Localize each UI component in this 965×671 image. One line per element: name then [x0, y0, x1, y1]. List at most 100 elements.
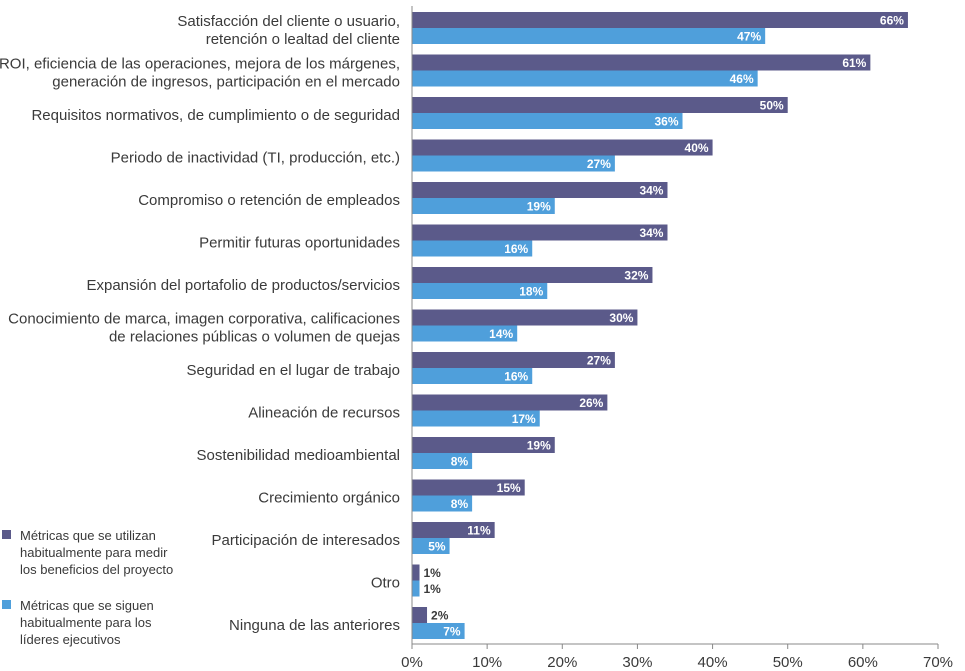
bar [412, 198, 555, 214]
bar [412, 623, 465, 639]
bar [412, 564, 420, 581]
category-label-line: generación de ingresos, participación en… [52, 74, 400, 91]
bar [412, 240, 533, 257]
bar [412, 155, 615, 172]
category-label-line: Crecimiento orgánico [258, 490, 400, 507]
data-label: 66% [880, 14, 904, 28]
data-label: 40% [685, 141, 709, 155]
bar [412, 352, 615, 368]
category-label-line: retención o lealtad del cliente [206, 31, 400, 48]
bar [412, 453, 473, 469]
data-label: 15% [497, 481, 521, 495]
legend-label-line: líderes ejecutivos [20, 632, 121, 647]
bar [412, 607, 428, 623]
category-label-line: ROI, eficiencia de las operaciones, mejo… [0, 56, 400, 73]
legend-swatch [2, 600, 11, 609]
data-label: 47% [737, 30, 761, 44]
bars-group: 66% 47% 61% 46% 50% 36% 40% 27% 34% 19% 34% 16% 32% 1… [412, 12, 908, 639]
x-axis: 0% 10% 20% 30% 40% 50% 60% 70% [401, 6, 953, 671]
data-label: 36% [654, 115, 678, 129]
x-tick-label: 70% [923, 654, 953, 671]
bar [412, 12, 908, 28]
legend-label-line: habitualmente para los [20, 615, 152, 630]
category-label: Participación de interesados [212, 532, 400, 549]
data-label: 8% [451, 497, 469, 511]
data-label: 32% [624, 269, 648, 283]
legend-label-line: Métricas que se siguen [20, 598, 154, 613]
bar [412, 182, 668, 198]
bar [412, 97, 788, 113]
category-label-line: Expansión del portafolio de productos/se… [86, 277, 400, 294]
category-label-line: Compromiso o retención de empleados [138, 192, 400, 209]
bar [412, 580, 420, 597]
category-label-line: Participación de interesados [212, 532, 400, 549]
bar [412, 410, 540, 427]
category-label-line: Otro [371, 575, 400, 592]
data-label: 8% [451, 455, 469, 469]
data-label: 50% [760, 99, 784, 113]
category-label: Compromiso o retención de empleados [138, 192, 400, 209]
data-label: 46% [730, 72, 754, 86]
data-label: 30% [609, 311, 633, 325]
data-label: 14% [489, 327, 513, 341]
data-label: 19% [527, 439, 551, 453]
data-label: 34% [639, 226, 663, 240]
data-label: 34% [639, 184, 663, 198]
bar [412, 325, 518, 342]
category-label-line: de relaciones públicas o volumen de quej… [109, 329, 400, 346]
data-label: 1% [424, 566, 442, 580]
bar [412, 113, 683, 129]
data-label: 11% [467, 524, 491, 538]
legend-label: Métricas que se utilizan habitualmente pa… [20, 528, 173, 577]
category-label-line: Requisitos normativos, de cumplimiento o… [31, 107, 400, 124]
category-label-line: Periodo de inactividad (TI, producción, … [111, 150, 400, 167]
category-label: Periodo de inactividad (TI, producción, … [111, 150, 400, 167]
category-label: Otro [371, 575, 400, 592]
data-label: 19% [527, 200, 551, 214]
x-tick-label: 30% [622, 654, 652, 671]
legend-label: Métricas que se siguen habitualmente para… [20, 598, 154, 647]
legend-swatch [2, 530, 11, 539]
x-tick-label: 0% [401, 654, 423, 671]
data-label: 1% [424, 582, 442, 596]
category-label: Conocimiento de marca, imagen corporativ… [8, 311, 400, 346]
category-label: Alineación de recursos [248, 405, 400, 422]
bar [412, 54, 871, 71]
category-label-line: Conocimiento de marca, imagen corporativ… [8, 311, 400, 328]
category-labels: Satisfacción del cliente o usuario, reten… [0, 13, 400, 634]
category-label-line: Satisfacción del cliente o usuario, [177, 13, 400, 30]
bar [412, 283, 548, 299]
bar [412, 495, 473, 512]
x-tick-label: 10% [472, 654, 502, 671]
category-label-line: Sostenibilidad medioambiental [197, 447, 400, 464]
category-label-line: Seguridad en el lugar de trabajo [187, 362, 401, 379]
x-tick-label: 40% [698, 654, 728, 671]
data-label: 18% [519, 285, 543, 299]
data-label: 2% [431, 609, 449, 623]
category-label: Crecimiento orgánico [258, 490, 400, 507]
bar [412, 394, 608, 411]
data-label: 26% [579, 396, 603, 410]
bar [412, 267, 653, 283]
data-label: 17% [512, 412, 536, 426]
x-tick-label: 20% [547, 654, 577, 671]
data-label: 27% [587, 157, 611, 171]
data-label: 16% [504, 242, 528, 256]
bar [412, 309, 638, 326]
category-label: Sostenibilidad medioambiental [197, 447, 400, 464]
bar [412, 28, 766, 44]
x-tick-label: 60% [848, 654, 878, 671]
data-label: 5% [428, 540, 446, 554]
legend-label-line: Métricas que se utilizan [20, 528, 156, 543]
category-label: Permitir futuras oportunidades [199, 235, 400, 252]
x-tick-label: 50% [773, 654, 803, 671]
bar [412, 538, 450, 554]
category-label: Requisitos normativos, de cumplimiento o… [31, 107, 400, 124]
category-label: Expansión del portafolio de productos/se… [86, 277, 400, 294]
category-label: ROI, eficiencia de las operaciones, mejo… [0, 56, 400, 91]
category-label-line: Alineación de recursos [248, 405, 400, 422]
category-label: Seguridad en el lugar de trabajo [187, 362, 401, 379]
data-label: 7% [443, 625, 461, 639]
data-label: 61% [842, 56, 866, 70]
